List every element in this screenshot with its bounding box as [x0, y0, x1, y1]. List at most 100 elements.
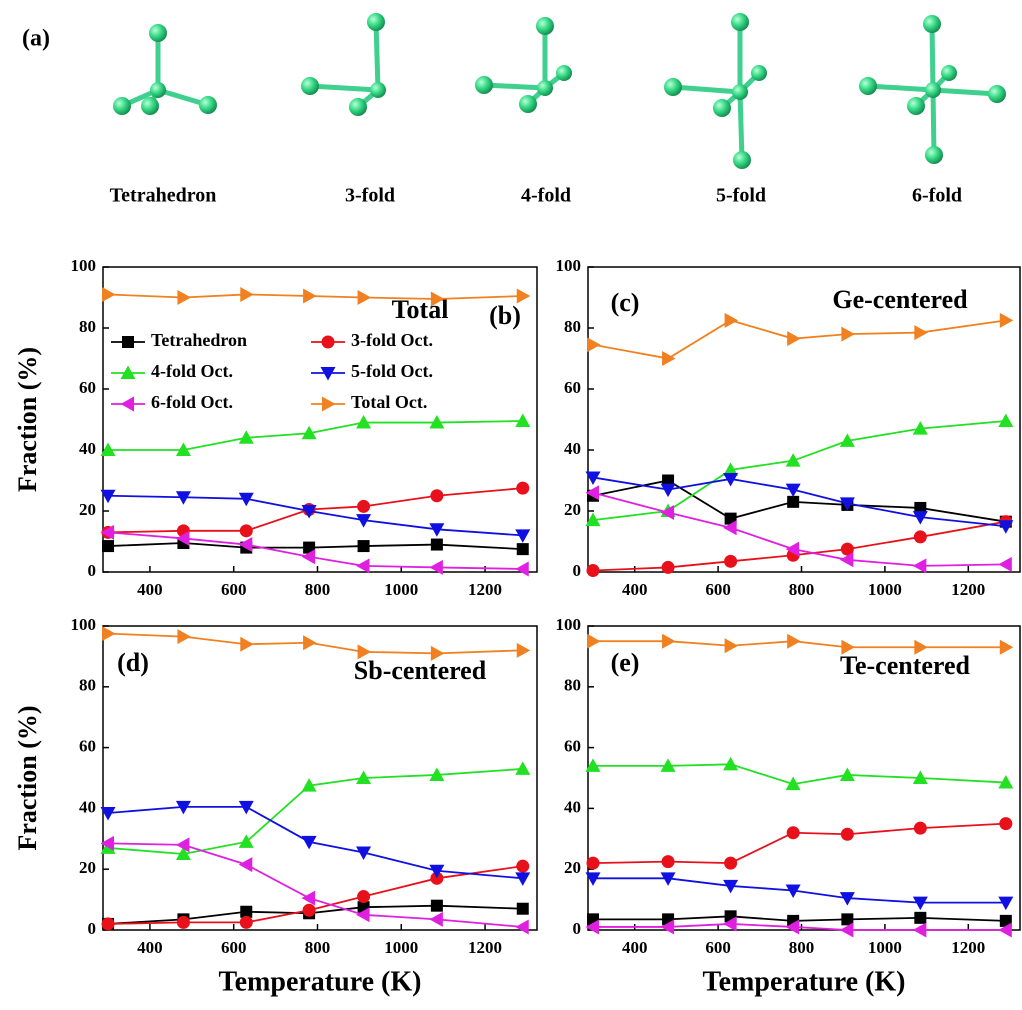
marker: [240, 637, 254, 652]
y-tick-label: 80: [79, 317, 96, 336]
y-tick-label: 0: [88, 561, 97, 580]
x-tick-label: 600: [705, 580, 731, 599]
marker: [587, 857, 600, 870]
marker: [913, 558, 927, 573]
series-line: [593, 764, 1006, 784]
y-tick-label: 60: [564, 378, 581, 397]
marker: [786, 453, 801, 467]
series-line: [108, 532, 523, 569]
structure-3-fold: [301, 13, 386, 116]
x-tick-label: 800: [789, 938, 815, 957]
x-tick-label: 1200: [951, 580, 985, 599]
marker: [303, 904, 316, 917]
marker: [177, 916, 190, 929]
marker: [787, 496, 799, 508]
marker: [515, 561, 529, 576]
legend-marker: [122, 336, 134, 348]
y-axis-label: Fraction (%): [13, 705, 42, 850]
marker: [662, 634, 676, 649]
plot-frame: [103, 267, 537, 572]
marker: [240, 916, 253, 929]
marker: [177, 629, 191, 644]
series-line: [593, 824, 1006, 864]
y-tick-label: 80: [564, 676, 581, 695]
y-tick-label: 60: [79, 378, 96, 397]
marker: [303, 635, 317, 650]
x-tick-label: 1000: [384, 938, 418, 957]
structure-label: 6-fold: [912, 185, 962, 207]
marker: [841, 327, 855, 342]
legend-marker: [322, 336, 335, 349]
marker: [725, 313, 739, 328]
series-line: [593, 421, 1006, 520]
marker: [515, 529, 530, 543]
y-tick-label: 80: [564, 317, 581, 336]
x-axis-label: Temperature (K): [703, 966, 906, 997]
y-tick-label: 40: [79, 439, 96, 458]
marker: [661, 484, 676, 498]
marker: [724, 857, 737, 870]
y-tick-label: 20: [79, 858, 96, 877]
x-tick-label: 800: [305, 938, 331, 957]
y-tick-label: 0: [88, 919, 97, 938]
legend-marker: [322, 397, 336, 412]
marker: [102, 626, 116, 641]
series-line: [593, 522, 1006, 571]
marker: [587, 564, 600, 577]
structure-tetrahedron: [113, 24, 217, 115]
panel-label: (d): [117, 648, 149, 677]
marker: [102, 540, 114, 552]
marker: [998, 557, 1012, 572]
marker: [240, 287, 254, 302]
series-line: [108, 769, 523, 854]
panel-label: (b): [489, 301, 521, 330]
y-tick-label: 40: [564, 797, 581, 816]
marker: [517, 903, 529, 915]
marker: [724, 555, 737, 568]
x-tick-label: 600: [221, 580, 247, 599]
series-line: [108, 866, 523, 924]
marker: [357, 890, 370, 903]
marker: [517, 543, 529, 555]
x-tick-label: 400: [622, 938, 648, 957]
structure-label: Tetrahedron: [110, 185, 217, 207]
x-tick-label: 1200: [468, 580, 502, 599]
y-tick-label: 80: [79, 676, 96, 695]
marker: [515, 872, 530, 886]
marker: [515, 761, 530, 775]
marker: [1000, 313, 1014, 328]
y-tick-label: 100: [71, 615, 97, 634]
series-line: [593, 924, 1006, 930]
series-line: [108, 543, 523, 549]
marker: [516, 860, 529, 873]
structure-5-fold: [664, 13, 767, 169]
x-tick-label: 1000: [384, 580, 418, 599]
marker: [914, 325, 928, 340]
legend: Tetrahedron3-fold Oct.4-fold Oct.5-fold …: [111, 330, 433, 412]
legend-label: 4-fold Oct.: [151, 361, 233, 381]
marker: [725, 638, 739, 653]
x-tick-label: 400: [137, 938, 163, 957]
marker: [357, 500, 370, 513]
series-line: [108, 843, 523, 927]
structure-label: 4-fold: [521, 185, 571, 207]
panel-label: (c): [611, 288, 640, 317]
y-axis-label: Fraction (%): [13, 347, 42, 492]
marker: [102, 917, 115, 930]
marker: [240, 524, 253, 537]
marker: [914, 912, 926, 924]
y-tick-label: 20: [79, 500, 96, 519]
marker: [914, 822, 927, 835]
x-tick-label: 1000: [868, 938, 902, 957]
x-tick-label: 1200: [951, 938, 985, 957]
marker: [356, 558, 370, 573]
y-tick-label: 20: [564, 500, 581, 519]
panel-title: Te-centered: [840, 651, 971, 680]
marker: [787, 826, 800, 839]
legend-label: Total Oct.: [351, 392, 427, 412]
structure-4-fold: [475, 17, 572, 113]
marker: [914, 530, 927, 543]
x-axis-label: Temperature (K): [219, 966, 422, 997]
marker: [840, 767, 855, 781]
